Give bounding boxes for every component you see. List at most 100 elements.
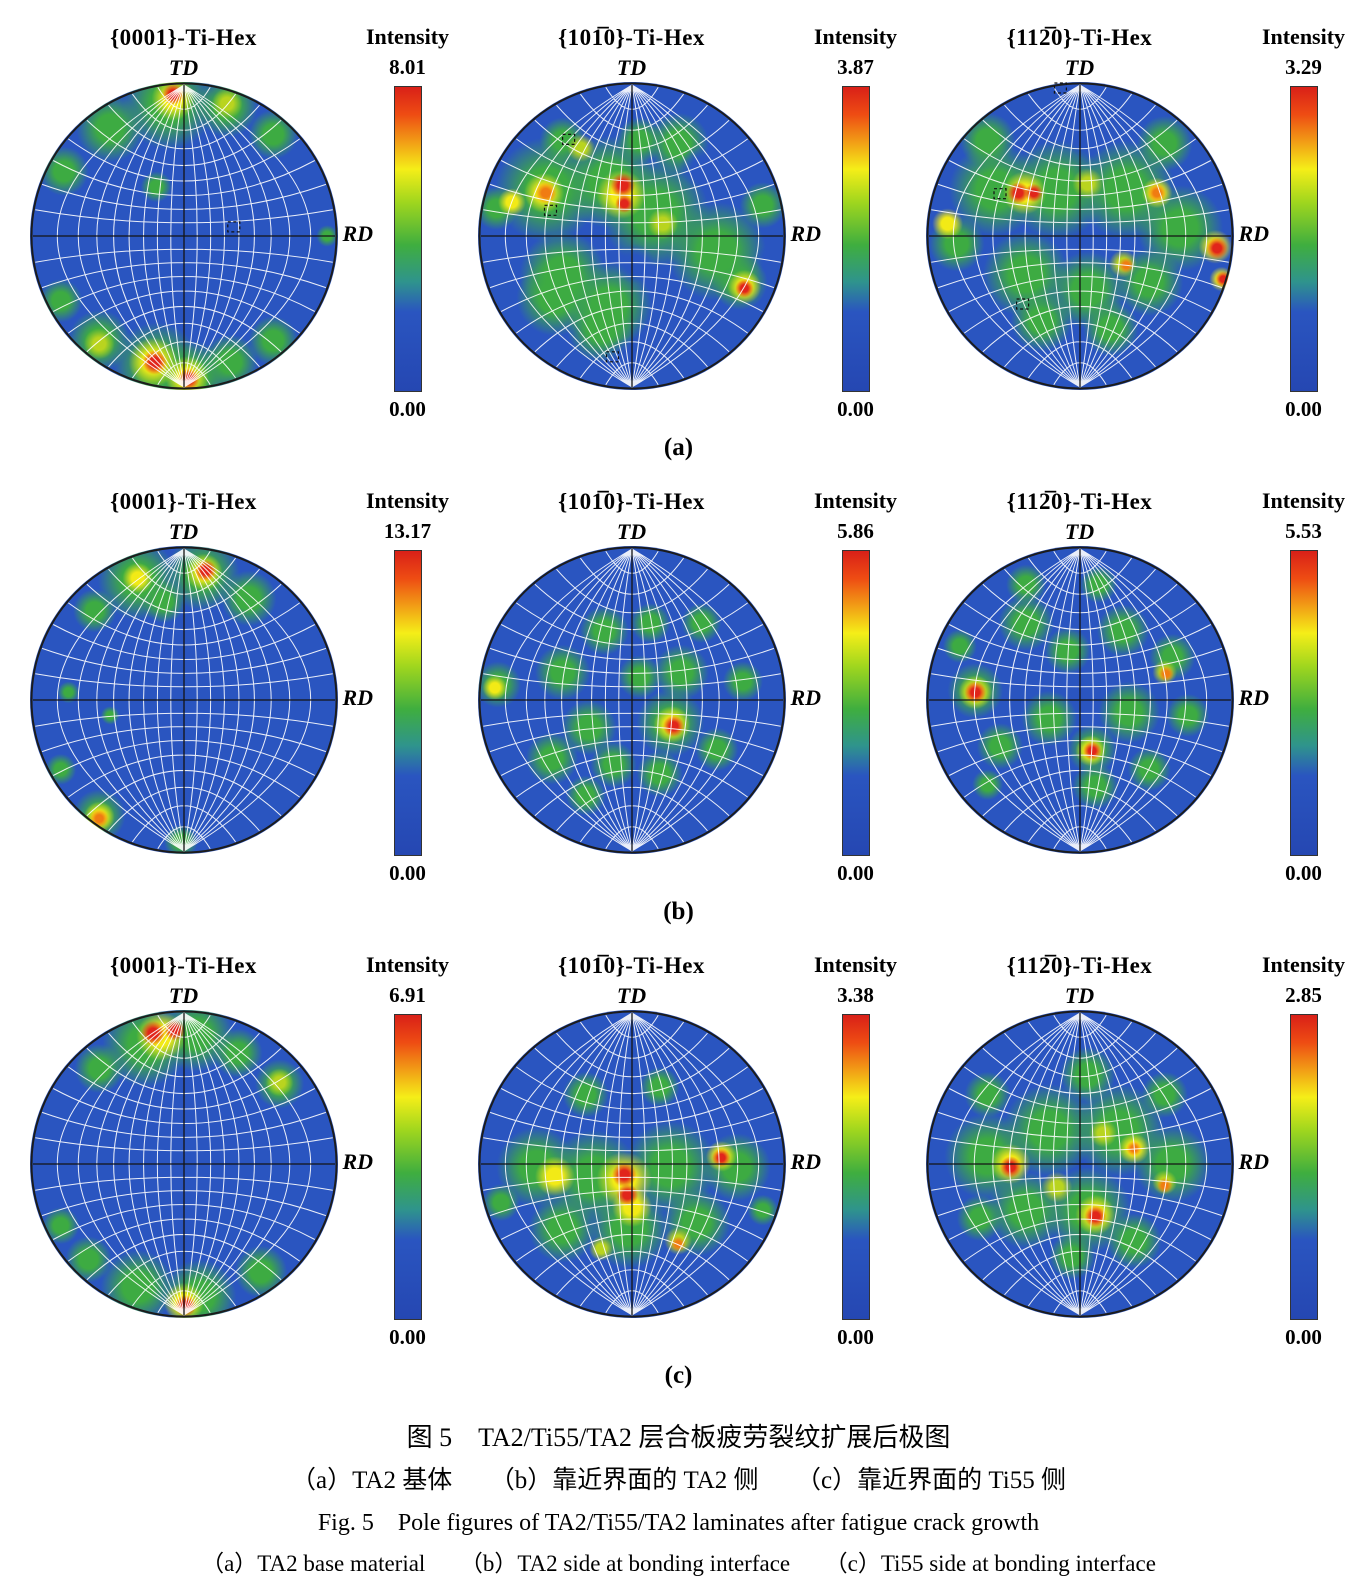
panel-title: {112̅0}-Ti-Hex — [1006, 953, 1153, 978]
figure-captions: 图 5 TA2/Ti55/TA2 层合板疲劳裂纹扩展后极图 （a）TA2 基体 … — [0, 1416, 1357, 1584]
colorbar-column: Intensity 2.85 0.00 — [1257, 950, 1351, 1350]
panel-strip: {0001}-Ti-Hex TD RD Intensity 6.91 0.00 {101̅0… — [0, 950, 1357, 1350]
pole-figure: RD — [29, 546, 373, 854]
intensity-label: Intensity — [1261, 488, 1346, 513]
crosshair-axes — [928, 1013, 1231, 1315]
plot-column: {101̅0}-Ti-Hex TD RD — [455, 950, 821, 1350]
crosshair-axes — [32, 85, 335, 387]
td-axis-label: TD — [616, 519, 647, 544]
stereographic-net — [478, 1010, 785, 1318]
pole-figure-row-c: {0001}-Ti-Hex TD RD Intensity 6.91 0.00 {101̅0… — [0, 932, 1357, 1394]
intensity-colorbar — [393, 86, 422, 392]
selection-marker-square — [226, 221, 240, 233]
colorbar-column: Intensity 6.91 0.00 — [361, 950, 455, 1350]
intensity-colorbar — [393, 550, 422, 856]
td-axis-label: TD — [168, 983, 199, 1008]
intensity-colorbar — [393, 1014, 422, 1320]
rd-axis-label: RD — [790, 1149, 822, 1174]
rd-axis-label: RD — [1238, 221, 1270, 246]
td-axis-label: TD — [168, 519, 199, 544]
intensity-colorbar — [841, 86, 870, 392]
intensity-min-value: 0.00 — [837, 861, 874, 885]
pole-figure: RD — [477, 82, 821, 390]
td-axis-label: TD — [1064, 519, 1095, 544]
colorbar-column: Intensity 13.17 0.00 — [361, 486, 455, 886]
pole-figure-panel: {0001}-Ti-Hex TD RD Intensity 8.01 0.00 — [7, 22, 455, 422]
pole-figure: RD — [477, 1010, 821, 1318]
row-label: (b) — [663, 898, 694, 925]
crosshair-axes — [480, 1013, 783, 1315]
intensity-colorbar — [841, 1014, 870, 1320]
stereographic-net — [926, 82, 1233, 390]
intensity-min-value: 0.00 — [1285, 861, 1322, 885]
panel-title: {0001}-Ti-Hex — [110, 953, 257, 978]
rd-axis-label: RD — [342, 221, 374, 246]
projection-circle-outline — [926, 82, 1233, 390]
panel-title: {112̅0}-Ti-Hex — [1006, 489, 1153, 514]
intensity-colorbar — [1289, 86, 1318, 392]
selection-marker-square — [992, 188, 1007, 200]
intensity-min-value: 0.00 — [1285, 1325, 1322, 1349]
pole-figure-panel: {112̅0}-Ti-Hex TD RD Intensity 3.29 0.00 — [903, 22, 1351, 422]
intensity-colorbar — [841, 550, 870, 856]
projection-circle-outline — [478, 1010, 785, 1318]
intensity-min-value: 0.00 — [389, 397, 426, 421]
crosshair-axes — [32, 1013, 335, 1315]
stereographic-net — [926, 546, 1233, 854]
panel-title: {101̅0}-Ti-Hex — [558, 489, 705, 514]
intensity-max-value: 3.87 — [837, 55, 874, 79]
projection-circle-outline — [30, 546, 337, 854]
stereographic-net — [30, 1010, 337, 1318]
plot-column: {101̅0}-Ti-Hex TD RD — [455, 486, 821, 886]
intensity-label: Intensity — [1261, 24, 1346, 49]
pole-figure-panel: {101̅0}-Ti-Hex TD RD Intensity 5.86 0.00 — [455, 486, 903, 886]
selection-marker-square — [561, 133, 575, 146]
rd-axis-label: RD — [342, 1149, 374, 1174]
pole-figure: RD — [29, 82, 373, 390]
intensity-max-value: 13.17 — [383, 519, 432, 543]
rd-axis-label: RD — [790, 221, 822, 246]
colorbar-column: Intensity 5.86 0.00 — [809, 486, 903, 886]
caption-zh-title: 图 5 TA2/Ti55/TA2 层合板疲劳裂纹扩展后极图 — [406, 1423, 951, 1452]
intensity-max-value: 3.38 — [837, 983, 874, 1007]
td-axis-label: TD — [1064, 55, 1095, 80]
intensity-max-value: 3.29 — [1285, 55, 1322, 79]
td-axis-label: TD — [616, 55, 647, 80]
rd-axis-label: RD — [1238, 1149, 1270, 1174]
pole-figure-panel: {0001}-Ti-Hex TD RD Intensity 13.17 0.00 — [7, 486, 455, 886]
plot-column: {0001}-Ti-Hex TD RD — [7, 486, 373, 886]
panel-title: {0001}-Ti-Hex — [110, 489, 257, 514]
intensity-label: Intensity — [365, 952, 450, 977]
pole-figure-panel: {0001}-Ti-Hex TD RD Intensity 6.91 0.00 — [7, 950, 455, 1350]
intensity-min-value: 0.00 — [837, 1325, 874, 1349]
plot-column: {101̅0}-Ti-Hex TD RD — [455, 22, 821, 422]
td-axis-label: TD — [168, 55, 199, 80]
row-label: (c) — [664, 1362, 693, 1389]
plot-column: {0001}-Ti-Hex TD RD — [7, 22, 373, 422]
plot-column: {0001}-Ti-Hex TD RD — [7, 950, 373, 1350]
intensity-label: Intensity — [365, 24, 450, 49]
pole-figure-grid: {0001}-Ti-Hex TD RD Intensity 8.01 0.00 {101̅0… — [0, 22, 1357, 1394]
stereographic-net — [478, 82, 785, 390]
stereographic-net — [30, 82, 337, 390]
intensity-min-value: 0.00 — [1285, 397, 1322, 421]
plot-column: {112̅0}-Ti-Hex TD RD — [903, 950, 1269, 1350]
pole-figure-panel: {112̅0}-Ti-Hex TD RD Intensity 2.85 0.00 — [903, 950, 1351, 1350]
projection-circle-outline — [926, 546, 1233, 854]
pole-figure: RD — [29, 1010, 373, 1318]
selection-marker-square — [1053, 82, 1067, 94]
colorbar-column: Intensity 5.53 0.00 — [1257, 486, 1351, 886]
rd-axis-label: RD — [1238, 685, 1270, 710]
row-label: (a) — [663, 434, 694, 461]
pole-figure-panel: {112̅0}-Ti-Hex TD RD Intensity 5.53 0.00 — [903, 486, 1351, 886]
panel-strip: {0001}-Ti-Hex TD RD Intensity 8.01 0.00 {101̅0… — [0, 22, 1357, 422]
intensity-max-value: 2.85 — [1285, 983, 1322, 1007]
intensity-min-value: 0.00 — [389, 1325, 426, 1349]
intensity-colorbar — [1289, 550, 1318, 856]
intensity-max-value: 6.91 — [389, 983, 426, 1007]
projection-circle-outline — [30, 1010, 337, 1318]
td-axis-label: TD — [616, 983, 647, 1008]
pole-figure-row-b: {0001}-Ti-Hex TD RD Intensity 13.17 0.00 {101̅… — [0, 468, 1357, 930]
pole-figure: RD — [925, 1010, 1269, 1318]
pole-figure-panel: {101̅0}-Ti-Hex TD RD Intensity 3.87 0.00 — [455, 22, 903, 422]
